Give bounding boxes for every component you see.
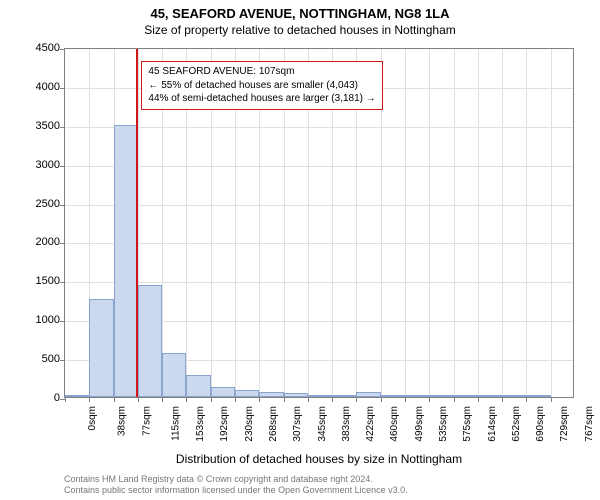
histogram-bar (114, 125, 138, 397)
chart-area: 45 SEAFORD AVENUE: 107sqm← 55% of detach… (64, 48, 574, 398)
x-tick-label: 690sqm (535, 406, 546, 442)
y-tick-label: 2000 (16, 236, 60, 248)
y-tick-label: 500 (16, 353, 60, 365)
histogram-bar (429, 395, 453, 397)
y-tick-label: 1000 (16, 314, 60, 326)
footer-line2: Contains public sector information licen… (64, 485, 574, 496)
histogram-bar (478, 395, 502, 397)
chart-subtitle: Size of property relative to detached ho… (0, 21, 600, 37)
annotation-box: 45 SEAFORD AVENUE: 107sqm← 55% of detach… (141, 61, 382, 110)
histogram-bar (89, 299, 113, 397)
histogram-bar (405, 395, 429, 397)
x-tick-label: 115sqm (170, 406, 181, 441)
footer-attribution: Contains HM Land Registry data © Crown c… (64, 474, 574, 497)
y-tick-label: 1500 (16, 275, 60, 287)
annotation-line3: 44% of semi-detached houses are larger (… (148, 92, 375, 106)
histogram-bar (356, 392, 380, 397)
x-axis-label: Distribution of detached houses by size … (64, 452, 574, 466)
histogram-bar (186, 375, 210, 397)
histogram-bar (162, 353, 186, 397)
chart-title: 45, SEAFORD AVENUE, NOTTINGHAM, NG8 1LA (0, 0, 600, 21)
x-tick-label: 307sqm (292, 406, 303, 442)
x-tick-label: 268sqm (268, 406, 279, 442)
x-tick-label: 422sqm (365, 406, 376, 442)
x-tick-label: 614sqm (487, 406, 498, 442)
x-tick-label: 499sqm (414, 406, 425, 442)
histogram-bar (65, 395, 89, 397)
y-tick-label: 2500 (16, 198, 60, 210)
histogram-bar (235, 390, 259, 397)
footer-line1: Contains HM Land Registry data © Crown c… (64, 474, 574, 485)
x-tick-label: 535sqm (438, 406, 449, 442)
y-tick-label: 3500 (16, 120, 60, 132)
histogram-bar (259, 392, 283, 397)
histogram-bar (284, 393, 308, 397)
x-tick-label: 77sqm (141, 406, 152, 436)
x-tick-label: 0sqm (87, 406, 98, 430)
x-tick-label: 575sqm (462, 406, 473, 442)
histogram-bar (454, 395, 478, 397)
histogram-bar (332, 395, 356, 397)
y-tick-label: 4000 (16, 81, 60, 93)
x-tick-label: 460sqm (390, 406, 401, 442)
chart-container: 45, SEAFORD AVENUE, NOTTINGHAM, NG8 1LA … (0, 0, 600, 500)
y-tick-label: 4500 (16, 42, 60, 54)
histogram-bar (138, 285, 162, 397)
x-tick-label: 767sqm (584, 406, 595, 442)
annotation-line1: 45 SEAFORD AVENUE: 107sqm (148, 65, 375, 79)
property-marker-line (136, 49, 138, 397)
histogram-bar (526, 395, 550, 397)
x-tick-label: 383sqm (341, 406, 352, 442)
y-tick-label: 3000 (16, 159, 60, 171)
plot-area: 45 SEAFORD AVENUE: 107sqm← 55% of detach… (64, 48, 574, 398)
annotation-line2: ← 55% of detached houses are smaller (4,… (148, 79, 375, 93)
x-tick-label: 192sqm (220, 406, 231, 442)
x-tick-label: 729sqm (560, 406, 571, 442)
histogram-bar (502, 395, 526, 397)
x-tick-label: 652sqm (511, 406, 522, 442)
histogram-bar (381, 395, 405, 397)
x-tick-label: 153sqm (195, 406, 206, 442)
histogram-bar (308, 395, 332, 397)
x-tick-label: 230sqm (244, 406, 255, 442)
x-tick-label: 345sqm (317, 406, 328, 442)
histogram-bar (211, 387, 235, 397)
y-tick-label: 0 (16, 392, 60, 404)
x-tick-label: 38sqm (117, 406, 128, 436)
